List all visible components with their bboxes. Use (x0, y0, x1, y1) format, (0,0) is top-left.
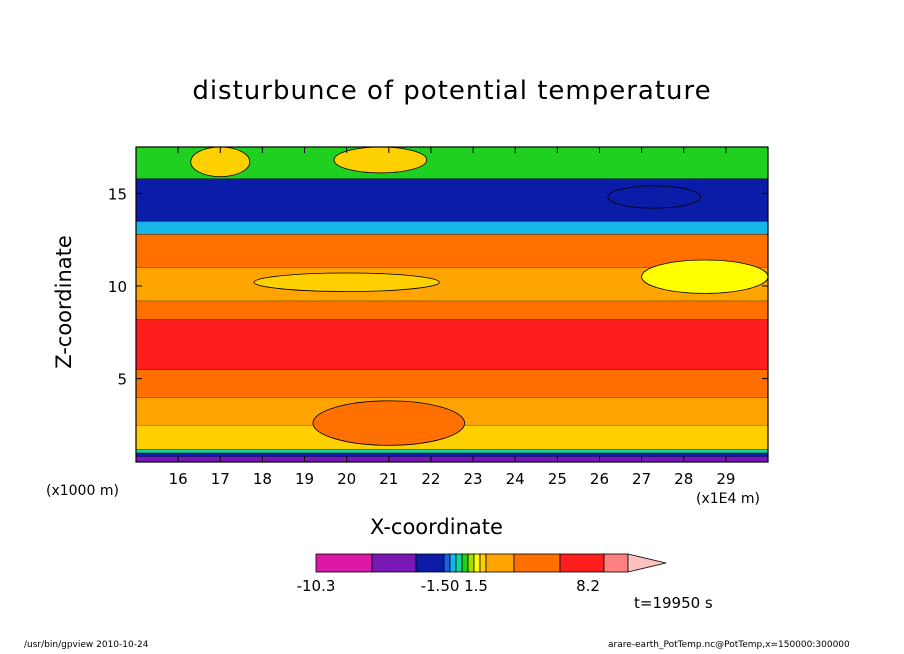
colorbar-label-0: -10.3 (297, 577, 336, 595)
field-band-0 (136, 456, 768, 462)
field-band-9 (136, 234, 768, 268)
colorbar-swatch-8 (473, 553, 481, 573)
field-band-2 (136, 449, 768, 453)
field-feature-1 (641, 259, 769, 294)
chart-title: disturbunce of potential temperature (192, 76, 712, 106)
colorbar-label-3: 8.2 (576, 577, 600, 595)
x-tick-label-16: 16 (169, 470, 188, 488)
x-axis-label: X-coordinate (370, 515, 503, 539)
x-tick-label-29: 29 (716, 470, 735, 488)
field-feature-5 (312, 400, 466, 446)
x-tick-label-28: 28 (674, 470, 693, 488)
colorbar-swatch-7 (467, 553, 475, 573)
field-band-7 (136, 300, 768, 320)
x-unit-right: (x1E4 m) (696, 491, 760, 507)
colorbar-swatch-5 (455, 553, 463, 573)
field-band-6 (136, 319, 768, 370)
x-tick-label-22: 22 (421, 470, 440, 488)
colorbar-arrow (627, 553, 667, 573)
field-feature-0 (253, 272, 440, 292)
x-unit-left: (x1000 m) (46, 483, 119, 499)
y-tick-label-5: 5 (117, 371, 127, 389)
colorbar-label-1: -1.50 (421, 577, 460, 595)
y-axis-label: Z-coordinate (52, 235, 76, 369)
time-label: t=19950 s (634, 594, 713, 612)
field-feature-3 (333, 146, 428, 174)
x-tick-label-23: 23 (464, 470, 483, 488)
x-tick-label-27: 27 (632, 470, 651, 488)
x-tick-label-25: 25 (548, 470, 567, 488)
x-tick-label-18: 18 (253, 470, 272, 488)
colorbar-swatch-0 (315, 553, 373, 573)
colorbar-swatch-6 (461, 553, 469, 573)
y-tick-label-15: 15 (108, 185, 127, 203)
field-band-1 (136, 452, 768, 457)
colorbar-swatch-3 (443, 553, 451, 573)
field-band-10 (136, 221, 768, 235)
colorbar-swatch-13 (603, 553, 629, 573)
colorbar-swatch-12 (559, 553, 605, 573)
x-tick-label-26: 26 (590, 470, 609, 488)
x-tick-label-19: 19 (295, 470, 314, 488)
colorbar-swatch-4 (449, 553, 457, 573)
x-tick-label-17: 17 (211, 470, 230, 488)
footer-right: arare-earth_PotTemp.nc@PotTemp,x=150000:… (608, 640, 850, 650)
plot-frame (135, 146, 769, 463)
y-tick-label-10: 10 (108, 278, 127, 296)
colorbar-swatch-10 (485, 553, 515, 573)
colorbar-swatch-9 (479, 553, 487, 573)
x-tick-label-21: 21 (379, 470, 398, 488)
colorbar-label-2: 1.5 (464, 577, 488, 595)
x-tick-label-24: 24 (506, 470, 525, 488)
colorbar-swatch-1 (371, 553, 417, 573)
field-feature-4 (607, 185, 701, 209)
colorbar-swatch-11 (513, 553, 561, 573)
colorbar-swatch-2 (415, 553, 445, 573)
x-tick-label-20: 20 (337, 470, 356, 488)
field-band-5 (136, 369, 768, 398)
footer-left: /usr/bin/gpview 2010-10-24 (24, 640, 149, 650)
